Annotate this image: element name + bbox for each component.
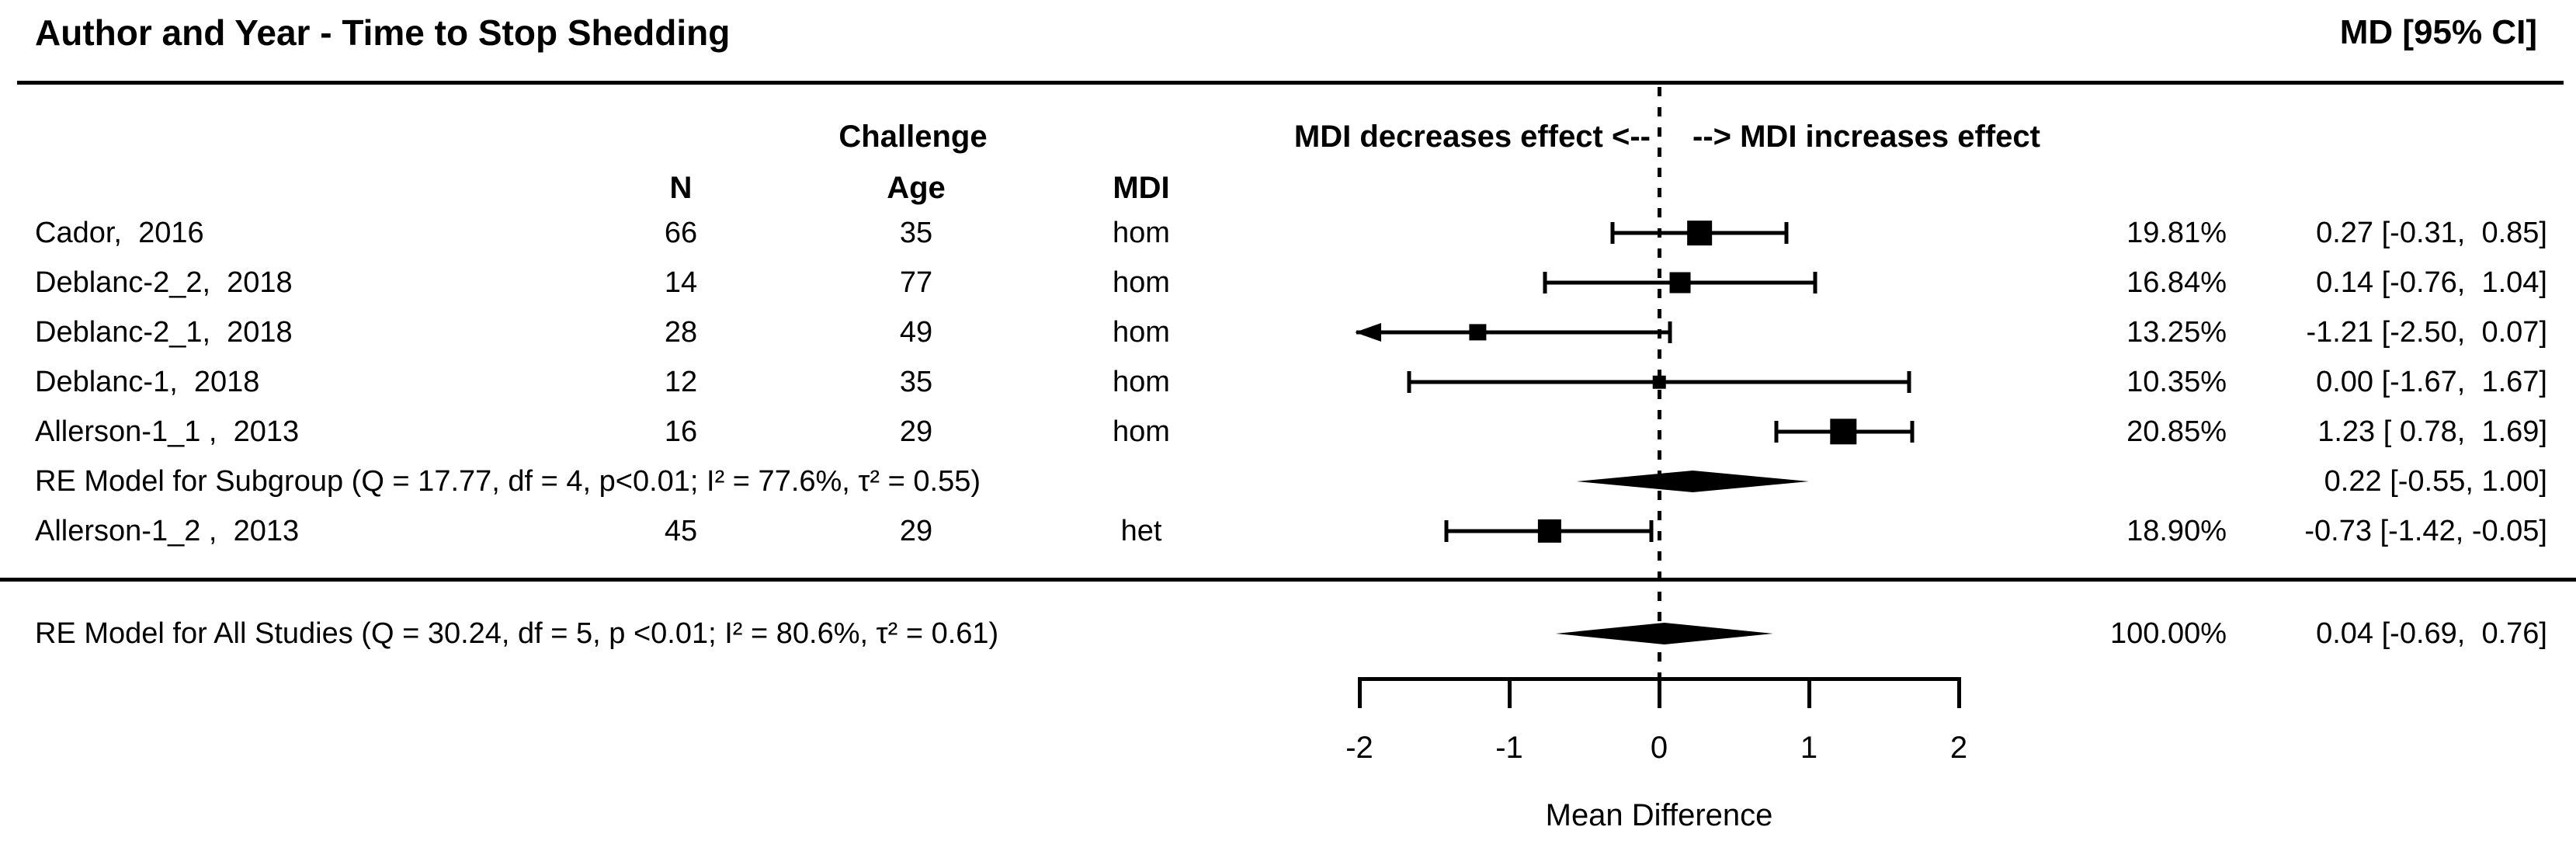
ci-cap-left	[1610, 222, 1615, 244]
ci-cap-left	[1774, 421, 1779, 443]
row-mdi-value: hom	[1113, 316, 1170, 349]
ci-cap-right	[1910, 421, 1915, 443]
row-estimate-value: 0.22 [-0.55, 1.00]	[2324, 465, 2547, 498]
row-estimate-value: 0.14 [-0.76, 1.04]	[2316, 266, 2547, 299]
row-weight-value: 13.25%	[2126, 316, 2227, 349]
column-header-n: N	[669, 171, 693, 205]
x-axis-tick-label: -1	[1495, 731, 1523, 765]
row-weight-value: 18.90%	[2126, 515, 2227, 547]
row-age-value: 35	[899, 217, 933, 249]
column-header-challenge: Challenge	[838, 120, 988, 154]
effect-square	[1652, 375, 1666, 389]
row-estimate-value: 1.23 [ 0.78, 1.69]	[2317, 415, 2547, 448]
ci-cap-left	[1444, 520, 1449, 542]
row-n-value: 14	[664, 266, 698, 299]
effect-square	[1687, 221, 1712, 245]
row-mdi-value: hom	[1113, 266, 1170, 299]
x-axis-tick-label: -2	[1345, 731, 1373, 765]
effect-square	[1830, 419, 1857, 445]
ci-cap-right	[1813, 272, 1817, 294]
row-n-value: 66	[664, 217, 698, 249]
summary-diamond	[1576, 471, 1809, 492]
effect-square	[1469, 324, 1487, 341]
row-label: Allerson-1_2 , 2013	[35, 515, 300, 547]
column-header-age: Age	[887, 171, 946, 205]
column-header-mdi: MDI	[1113, 171, 1170, 205]
summary-diamond	[1555, 623, 1773, 644]
ci-cap-right	[1784, 222, 1789, 244]
row-n-value: 28	[664, 316, 698, 349]
row-age-value: 49	[899, 316, 933, 349]
header-rule	[17, 81, 2564, 85]
x-axis-tick-label: 2	[1949, 731, 1968, 765]
ci-whisker	[1356, 330, 1670, 335]
row-label: Deblanc-1, 2018	[35, 366, 260, 398]
x-axis-tick	[1957, 677, 1961, 708]
ci-cap-right	[1649, 520, 1654, 542]
row-label: Allerson-1_1 , 2013	[35, 415, 300, 448]
page-title: Author and Year - Time to Stop Shedding	[35, 12, 731, 53]
row-weight-value: 10.35%	[2126, 366, 2227, 398]
row-age-value: 35	[899, 366, 933, 398]
row-label: RE Model for Subgroup (Q = 17.77, df = 4…	[35, 465, 981, 498]
ci-cap-left	[1543, 272, 1547, 294]
row-estimate-value: 0.00 [-1.67, 1.67]	[2316, 366, 2547, 398]
row-age-value: 77	[899, 266, 933, 299]
row-label: Deblanc-2_2, 2018	[35, 266, 293, 299]
effect-square	[1537, 519, 1562, 544]
row-n-value: 16	[664, 415, 698, 448]
ci-cap-left	[1407, 371, 1411, 393]
row-weight-value: 100.00%	[2109, 617, 2227, 650]
row-label: Cador, 2016	[35, 217, 204, 249]
row-age-value: 29	[899, 415, 933, 448]
row-weight-value: 19.81%	[2126, 217, 2227, 249]
x-axis-tick	[1358, 677, 1362, 708]
x-axis-tick-label: 1	[1800, 731, 1818, 765]
row-mdi-value: hom	[1113, 217, 1170, 249]
row-label: RE Model for All Studies (Q = 30.24, df …	[35, 617, 999, 650]
row-n-value: 45	[664, 515, 698, 547]
effect-square	[1669, 272, 1691, 294]
x-axis-tick	[1807, 677, 1811, 708]
row-mdi-value: het	[1120, 515, 1162, 547]
x-axis-title: Mean Difference	[1545, 798, 1773, 832]
row-estimate-value: 0.04 [-0.69, 0.76]	[2316, 617, 2547, 650]
row-age-value: 29	[899, 515, 933, 547]
row-n-value: 12	[664, 366, 698, 398]
row-weight-value: 16.84%	[2126, 266, 2227, 299]
row-estimate-value: 0.27 [-0.31, 0.85]	[2316, 217, 2547, 249]
ci-cap-right	[1668, 321, 1672, 343]
summary-separator-rule	[0, 578, 2576, 582]
ci-clip-arrow-left	[1355, 323, 1382, 342]
row-estimate-value: -1.21 [-2.50, 0.07]	[2306, 316, 2547, 349]
x-axis-tick	[1508, 677, 1512, 708]
row-mdi-value: hom	[1113, 366, 1170, 398]
row-estimate-value: -0.73 [-1.42, -0.05]	[2304, 515, 2547, 547]
direction-label-left: MDI decreases effect <--	[1293, 120, 1651, 154]
row-label: Deblanc-2_1, 2018	[35, 316, 293, 349]
direction-label-right: --> MDI increases effect	[1692, 120, 2040, 154]
x-axis-tick	[1658, 677, 1661, 708]
row-weight-value: 20.85%	[2126, 415, 2227, 448]
effect-column-header: MD [95% CI]	[2339, 13, 2537, 51]
ci-cap-right	[1907, 371, 1911, 393]
x-axis-tick-label: 0	[1650, 731, 1668, 765]
row-mdi-value: hom	[1113, 415, 1170, 448]
